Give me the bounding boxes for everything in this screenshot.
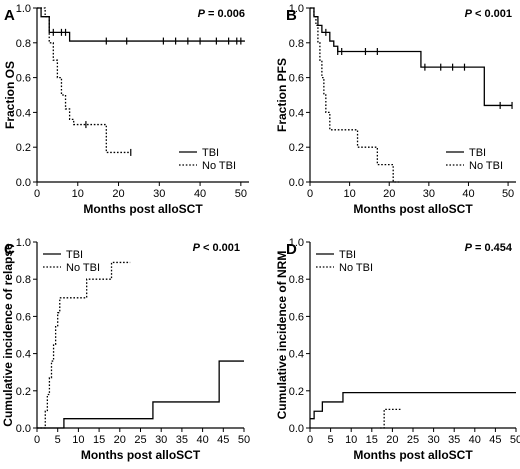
p-value-label: P = 0.006 <box>198 8 245 20</box>
x-tick-label: 35 <box>176 434 188 446</box>
p-value-label: P = 0.454 <box>465 242 513 254</box>
x-tick-label: 25 <box>134 434 146 446</box>
x-tick-label: 40 <box>196 434 208 446</box>
panel-letter: A <box>4 7 15 24</box>
x-tick-label: 30 <box>155 434 167 446</box>
p-value-label: P < 0.001 <box>465 8 512 20</box>
y-tick-label: 0.8 <box>16 38 31 50</box>
y-tick-label: 0.6 <box>289 311 304 323</box>
series-no-tbi-curve <box>380 408 401 429</box>
x-tick-label: 5 <box>328 434 334 446</box>
series-tbi-curve <box>310 7 513 107</box>
x-tick-label: 0 <box>307 188 313 200</box>
x-tick-label: 20 <box>112 188 124 200</box>
y-tick-label: 1.0 <box>16 3 31 15</box>
y-tick-label: 0.6 <box>16 73 31 85</box>
chart-panel-a: A P = 0.006 0.0 0.2 0.4 0.6 0.8 1.0 0 10 20 30 40 50 M… <box>3 3 249 216</box>
legend-label: No TBI <box>202 160 236 172</box>
y-tick-label: 0.2 <box>289 142 304 154</box>
x-tick-label: 0 <box>307 434 313 446</box>
x-tick-label: 0 <box>34 434 40 446</box>
y-tick-label: 0.4 <box>16 107 31 119</box>
y-tick-label: 0.2 <box>289 386 304 398</box>
x-axis-title: Months post alloSCT <box>83 202 203 216</box>
x-tick-label: 35 <box>448 434 460 446</box>
p-value-label: P < 0.001 <box>193 242 240 254</box>
y-tick-label: 1.0 <box>16 237 31 249</box>
x-tick-label: 10 <box>343 188 355 200</box>
x-tick-label: 45 <box>217 434 229 446</box>
y-tick-label: 1.0 <box>289 3 304 15</box>
x-tick-label: 50 <box>238 434 250 446</box>
legend-label: TBI <box>66 249 83 261</box>
x-tick-label: 5 <box>55 434 61 446</box>
y-tick-label: 0.6 <box>16 311 31 323</box>
series-tbi-curve <box>37 360 244 429</box>
chart-panel-d: D P = 0.454 0.0 0.2 0.4 0.6 0.8 1.0 0 5 10 15 20 25 30… <box>275 237 520 462</box>
y-tick-label: 0.6 <box>289 73 304 85</box>
legend-label: No TBI <box>66 262 100 274</box>
x-tick-label: 15 <box>93 434 105 446</box>
y-tick-label: 0.2 <box>16 386 31 398</box>
y-tick-label: 0.0 <box>16 177 31 189</box>
x-tick-label: 10 <box>72 434 84 446</box>
legend-label: No TBI <box>339 262 373 274</box>
x-tick-label: 40 <box>194 188 206 200</box>
x-tick-label: 50 <box>502 188 514 200</box>
x-tick-label: 20 <box>383 188 395 200</box>
y-tick-label: 0.4 <box>289 349 304 361</box>
x-tick-label: 20 <box>114 434 126 446</box>
y-tick-label: 0.0 <box>289 423 304 435</box>
x-tick-label: 40 <box>462 188 474 200</box>
x-tick-label: 30 <box>153 188 165 200</box>
y-tick-label: 0.8 <box>289 38 304 50</box>
x-tick-label: 50 <box>235 188 247 200</box>
legend-label: TBI <box>469 147 486 159</box>
series-no-tbi-curve <box>37 261 131 429</box>
x-axis-title: Months post alloSCT <box>81 448 201 462</box>
chart-panel-c: C P < 0.001 0.0 0.2 0.4 0.6 0.8 1.0 0 5 10 15 20 25 30… <box>1 237 250 462</box>
x-tick-label: 40 <box>469 434 481 446</box>
x-tick-label: 10 <box>72 188 84 200</box>
x-tick-label: 20 <box>386 434 398 446</box>
y-axis-title: Cumulative incidence of relapse <box>1 243 15 427</box>
x-tick-label: 0 <box>34 188 40 200</box>
series-tbi-curve <box>310 392 516 420</box>
y-tick-label: 1.0 <box>289 237 304 249</box>
series-no-tbi-curve <box>310 7 400 183</box>
y-tick-label: 0.0 <box>16 423 31 435</box>
x-axis-title: Months post alloSCT <box>353 202 473 216</box>
panel-letter: D <box>286 241 297 258</box>
x-tick-label: 25 <box>407 434 419 446</box>
x-tick-label: 15 <box>366 434 378 446</box>
panel-letter: B <box>286 7 297 24</box>
y-axis-title: Cumulative incidence of NRM <box>275 251 289 420</box>
legend-label: TBI <box>202 147 219 159</box>
x-tick-label: 30 <box>423 188 435 200</box>
y-tick-label: 0.0 <box>289 177 304 189</box>
y-tick-label: 0.8 <box>289 274 304 286</box>
x-tick-label: 10 <box>345 434 357 446</box>
x-axis-title: Months post alloSCT <box>353 448 473 462</box>
y-tick-label: 0.2 <box>16 142 31 154</box>
y-tick-label: 0.4 <box>16 349 31 361</box>
y-axis-title: Fraction PFS <box>275 58 289 132</box>
legend-label: TBI <box>339 249 356 261</box>
y-tick-label: 0.4 <box>289 107 304 119</box>
legend-label: No TBI <box>469 160 503 172</box>
y-axis-title: Fraction OS <box>3 61 17 129</box>
x-tick-label: 50 <box>510 434 520 446</box>
panel-letter: C <box>4 241 15 258</box>
chart-panel-b: B P < 0.001 0.0 0.2 0.4 0.6 0.8 1.0 0 10 20 30 40 50 M… <box>275 3 516 216</box>
x-tick-label: 30 <box>427 434 439 446</box>
x-tick-label: 45 <box>489 434 501 446</box>
y-tick-label: 0.8 <box>16 274 31 286</box>
